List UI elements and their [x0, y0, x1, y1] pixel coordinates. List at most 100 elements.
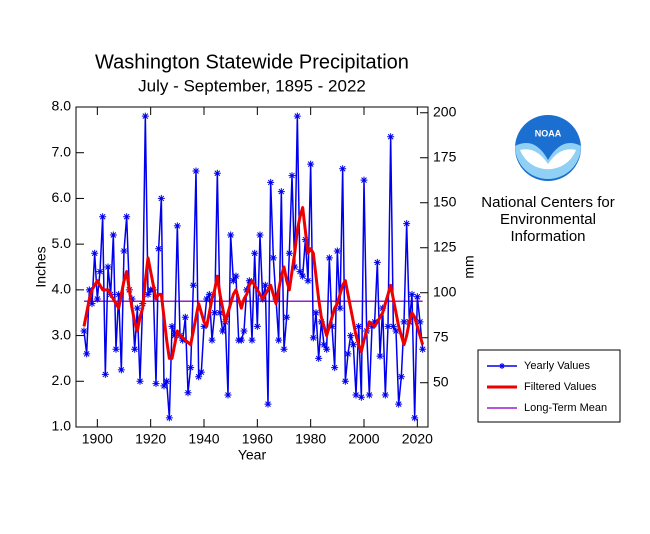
star-marker — [304, 277, 312, 285]
star-marker — [328, 322, 336, 330]
star-marker — [341, 377, 349, 385]
x-tick-label: 1940 — [188, 431, 219, 447]
star-marker — [160, 382, 168, 390]
star-marker — [101, 370, 109, 378]
star-marker — [392, 327, 400, 335]
x-tick-label: 2020 — [402, 431, 433, 447]
star-marker — [360, 176, 368, 184]
y2-tick-label: 50 — [433, 373, 449, 389]
star-marker — [219, 327, 227, 335]
star-marker — [229, 277, 237, 285]
y-tick-label: 4.0 — [52, 281, 72, 297]
y2-tick-label: 100 — [433, 283, 457, 299]
star-marker — [387, 133, 395, 141]
star-marker — [320, 341, 328, 349]
logo-bird — [520, 149, 576, 170]
star-marker — [163, 377, 171, 385]
star-marker — [411, 414, 419, 422]
x-axis-label: Year — [238, 447, 267, 463]
star-marker — [323, 345, 331, 353]
star-marker — [312, 309, 320, 317]
star-marker — [120, 247, 128, 255]
star-marker — [208, 336, 216, 344]
star-marker — [232, 272, 240, 280]
star-marker — [357, 393, 365, 401]
logo-text: NOAA — [535, 128, 562, 138]
star-marker — [197, 368, 205, 376]
star-marker — [264, 400, 272, 408]
star-marker — [261, 281, 269, 289]
star-marker — [237, 336, 245, 344]
star-marker — [288, 172, 296, 180]
star-marker — [115, 290, 123, 298]
star-marker — [155, 245, 163, 253]
star-marker — [349, 341, 357, 349]
star-marker — [280, 345, 288, 353]
chart-subtitle: July - September, 1895 - 2022 — [138, 76, 366, 95]
star-marker — [131, 345, 139, 353]
star-marker — [216, 309, 224, 317]
plot-frame — [75, 106, 429, 428]
star-marker — [104, 263, 112, 271]
star-marker — [109, 231, 117, 239]
legend-star — [499, 363, 505, 369]
star-marker — [336, 304, 344, 312]
star-marker — [224, 391, 232, 399]
star-marker — [384, 322, 392, 330]
star-marker — [91, 249, 99, 257]
star-marker — [251, 249, 259, 257]
org-line: Information — [510, 228, 585, 245]
star-marker — [200, 322, 208, 330]
star-marker — [123, 213, 131, 221]
star-marker — [275, 336, 283, 344]
star-marker — [291, 263, 299, 271]
y2-tick-label: 125 — [433, 238, 457, 254]
star-marker — [253, 322, 261, 330]
star-marker — [371, 318, 379, 326]
x-tick-label: 2000 — [348, 431, 379, 447]
x-tick-label: 1960 — [242, 431, 273, 447]
star-marker — [299, 272, 307, 280]
star-marker — [267, 178, 275, 186]
star-marker — [245, 277, 253, 285]
star-marker — [240, 327, 248, 335]
star-marker — [307, 160, 315, 168]
star-marker — [325, 254, 333, 262]
y-tick-label: 7.0 — [52, 143, 72, 159]
star-marker — [419, 345, 427, 353]
star-marker — [179, 336, 187, 344]
star-marker — [187, 364, 195, 372]
star-marker — [381, 391, 389, 399]
y2-tick-label: 175 — [433, 148, 457, 164]
legend-label: Yearly Values — [524, 360, 591, 372]
star-marker — [277, 188, 285, 196]
star-marker — [96, 268, 104, 276]
star-marker — [248, 336, 256, 344]
y-tick-label: 5.0 — [52, 235, 72, 251]
star-marker — [376, 352, 384, 360]
y2-tick-label: 75 — [433, 328, 449, 344]
legend-label: Filtered Values — [524, 381, 597, 393]
y-tick-label: 6.0 — [52, 189, 72, 205]
series-line — [82, 206, 425, 360]
star-marker — [285, 249, 293, 257]
star-marker — [283, 313, 291, 321]
star-marker — [133, 304, 141, 312]
star-marker — [112, 345, 120, 353]
star-marker — [144, 290, 152, 298]
star-marker — [99, 213, 107, 221]
star-marker — [173, 222, 181, 230]
x-tick-label: 1920 — [135, 431, 166, 447]
star-marker — [397, 373, 405, 381]
star-marker — [389, 322, 397, 330]
star-marker — [80, 327, 88, 335]
star-marker — [141, 112, 149, 120]
star-marker — [184, 389, 192, 397]
star-marker — [413, 293, 421, 301]
star-marker — [403, 220, 411, 228]
x-tick-label: 1980 — [295, 431, 326, 447]
star-marker — [416, 318, 424, 326]
star-marker — [192, 167, 200, 175]
y-axis-label: Inches — [33, 246, 49, 287]
star-marker — [203, 295, 211, 303]
